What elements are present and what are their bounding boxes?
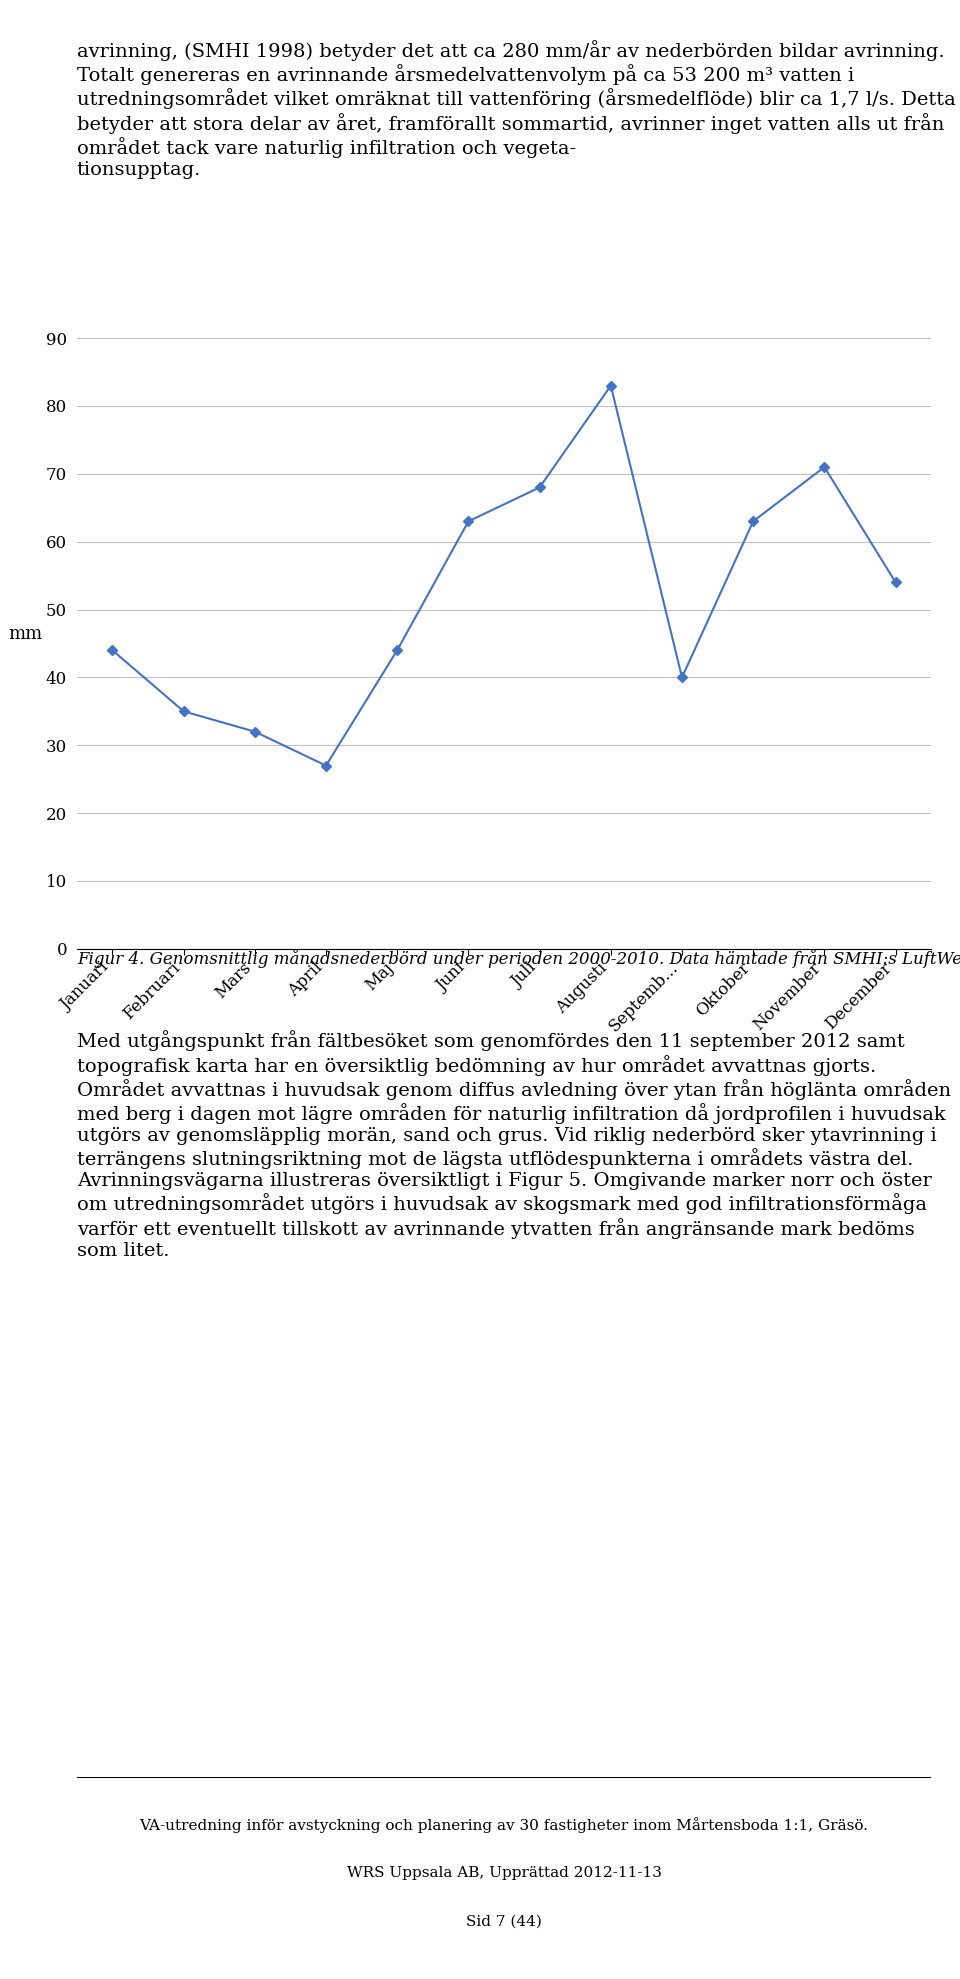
Text: Med utgångspunkt från fältbesöket som genomfördes den 11 september 2012 samt top: Med utgångspunkt från fältbesöket som ge… [77, 1031, 951, 1259]
Text: VA-utredning inför avstyckning och planering av 30 fastigheter inom Mårtensboda : VA-utredning inför avstyckning och plane… [139, 1817, 869, 1833]
Text: avrinning, (SMHI 1998) betyder det att ca 280 mm/år av nederbörden bildar avrinn: avrinning, (SMHI 1998) betyder det att c… [77, 40, 955, 178]
Text: Figur 4. Genomsnittlig månadsnederbörd under perioden 2000-2010. Data hämtade fr: Figur 4. Genomsnittlig månadsnederbörd u… [77, 948, 960, 968]
Text: WRS Uppsala AB, Upprättad 2012-11-13: WRS Uppsala AB, Upprättad 2012-11-13 [347, 1866, 661, 1880]
Text: Sid 7 (44): Sid 7 (44) [466, 1916, 542, 1930]
Y-axis label: mm: mm [8, 625, 42, 643]
